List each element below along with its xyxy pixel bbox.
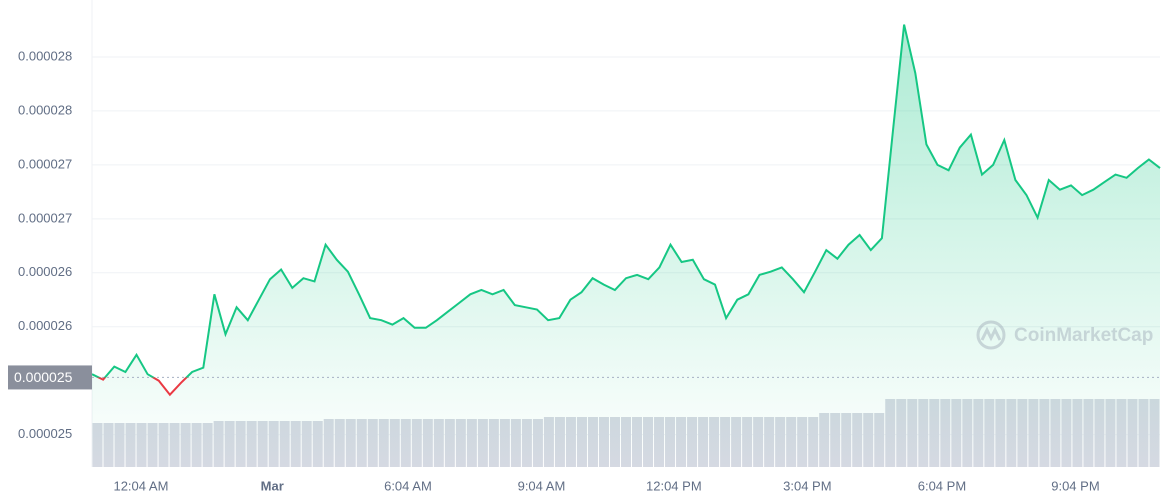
x-tick-label: 9:04 PM: [1051, 478, 1099, 493]
x-tick-label: 6:04 AM: [384, 478, 432, 493]
y-tick-label: 0.000027: [18, 156, 72, 171]
x-tick-label: 12:04 PM: [646, 478, 702, 493]
x-tick-label: 9:04 AM: [518, 478, 566, 493]
x-tick-label: Mar: [261, 478, 284, 493]
y-tick-label: 0.000025: [18, 426, 72, 441]
price-line: [91, 24, 1161, 397]
y-tick-label: 0.000028: [18, 48, 72, 63]
reference-label-box: [8, 365, 92, 390]
y-tick-label: 0.000027: [18, 210, 72, 225]
y-tick-label: 0.000028: [18, 102, 72, 117]
price-area: [92, 24, 1160, 467]
y-tick-label: 0.000026: [18, 264, 72, 279]
x-tick-label: 12:04 AM: [113, 478, 168, 493]
x-tick-label: 6:04 PM: [918, 478, 966, 493]
reference-label: 0.000025: [14, 369, 73, 385]
watermark-text: CoinMarketCap: [1014, 325, 1153, 346]
x-tick-label: 3:04 PM: [783, 478, 831, 493]
watermark: CoinMarketCap: [976, 320, 1153, 350]
y-tick-label: 0.000026: [18, 318, 72, 333]
